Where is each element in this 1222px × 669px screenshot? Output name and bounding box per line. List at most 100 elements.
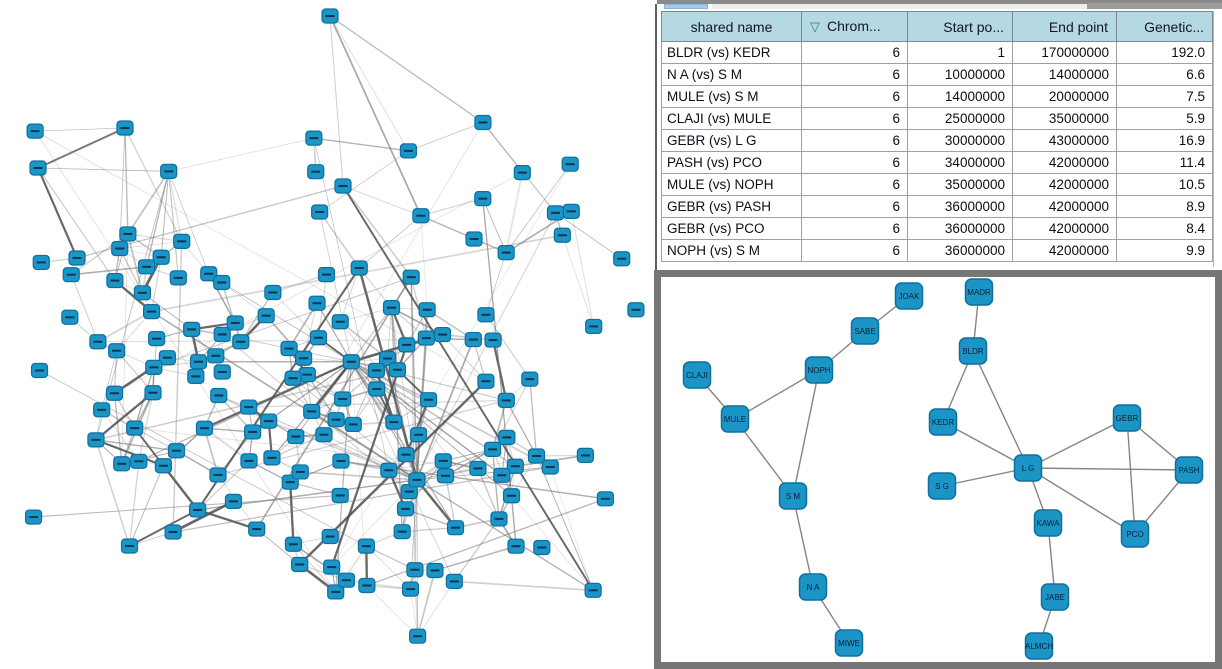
overview-node[interactable] [426, 562, 444, 579]
overview-edge[interactable] [335, 361, 353, 420]
overview-edge[interactable] [477, 468, 500, 520]
overview-node[interactable] [240, 399, 258, 415]
cell-value[interactable]: 10000000 [907, 63, 1013, 86]
table-row[interactable]: MULE (vs) NOPH 6 35000000 42000000 10.5 [661, 173, 1213, 196]
overview-node[interactable] [382, 300, 401, 316]
overview-node[interactable] [120, 538, 139, 554]
cell-value[interactable]: 14000000 [907, 85, 1013, 108]
cell-value[interactable]: 35000000 [907, 173, 1013, 196]
overview-edge[interactable] [168, 171, 183, 242]
overview-edge[interactable] [36, 167, 79, 259]
overview-node[interactable] [541, 459, 559, 475]
detail-edge-LG-GEBR[interactable] [1027, 417, 1128, 469]
scrollbar-fragment-blue[interactable] [664, 4, 708, 9]
cell-value[interactable]: 6 [801, 85, 908, 108]
overview-node[interactable] [148, 331, 166, 347]
overview-node[interactable] [380, 462, 398, 478]
detail-node-SABE[interactable]: SABE [850, 317, 880, 345]
overview-edge[interactable] [375, 370, 396, 423]
overview-node[interactable] [585, 318, 603, 335]
overview-node[interactable] [464, 331, 482, 348]
overview-edge[interactable] [300, 471, 417, 481]
overview-node[interactable] [291, 464, 309, 480]
overview-edge[interactable] [124, 127, 129, 234]
overview-node[interactable] [401, 581, 420, 597]
overview-node[interactable] [493, 467, 511, 483]
overview-node[interactable] [446, 520, 465, 536]
overview-node[interactable] [317, 266, 336, 283]
overview-node[interactable] [24, 509, 43, 525]
overview-node[interactable] [160, 163, 178, 179]
overview-edge[interactable] [329, 15, 484, 123]
overview-node[interactable] [332, 453, 350, 469]
detail-edge-LG-PCO[interactable] [1027, 467, 1136, 535]
overview-node[interactable] [418, 302, 436, 318]
table-row[interactable]: GEBR (vs) PASH 6 36000000 42000000 8.9 [661, 195, 1213, 218]
overview-edge[interactable] [153, 276, 412, 368]
cell-value[interactable]: 1 [907, 41, 1013, 64]
overview-node[interactable] [399, 143, 418, 159]
overview-node[interactable] [474, 114, 492, 131]
detail-node-SM[interactable]: S M [778, 482, 808, 510]
overview-edge[interactable] [127, 233, 182, 242]
overview-network-panel[interactable] [0, 0, 654, 669]
cell-value[interactable]: 36000000 [907, 195, 1013, 218]
overview-edge[interactable] [138, 392, 154, 462]
overview-node[interactable] [402, 269, 420, 285]
overview-node[interactable] [183, 321, 201, 338]
overview-node[interactable] [248, 521, 266, 537]
overview-edge[interactable] [350, 307, 392, 363]
overview-node[interactable] [232, 334, 250, 350]
table-row[interactable]: NOPH (vs) S M 6 36000000 42000000 9.9 [661, 239, 1213, 262]
table-row[interactable]: GEBR (vs) L G 6 30000000 43000000 16.9 [661, 129, 1213, 152]
overview-edge[interactable] [561, 235, 595, 327]
overview-node[interactable] [445, 573, 463, 590]
overview-node[interactable] [68, 250, 86, 266]
overview-node[interactable] [419, 392, 438, 408]
overview-node[interactable] [327, 584, 345, 600]
overview-edge[interactable] [416, 448, 493, 481]
column-header-3[interactable]: End point [1012, 11, 1117, 42]
cell-shared-name[interactable]: GEBR (vs) PASH [661, 195, 802, 218]
overview-node[interactable] [284, 536, 303, 552]
overview-edge[interactable] [134, 367, 155, 429]
overview-edge[interactable] [416, 339, 475, 481]
overview-node[interactable] [311, 204, 329, 220]
overview-node[interactable] [207, 348, 225, 364]
overview-edge[interactable] [113, 393, 123, 464]
overview-node[interactable] [344, 416, 362, 433]
overview-edge[interactable] [221, 282, 352, 363]
cell-value[interactable]: 42000000 [1012, 173, 1117, 196]
overview-edge[interactable] [319, 211, 360, 269]
overview-edge[interactable] [491, 449, 500, 520]
overview-edge[interactable] [151, 310, 418, 481]
overview-node[interactable] [469, 460, 487, 477]
horizontal-scrollbar-track[interactable] [712, 4, 1222, 9]
overview-node[interactable] [284, 370, 302, 386]
overview-edge[interactable] [168, 137, 314, 172]
cell-value[interactable]: 36000000 [907, 239, 1013, 262]
overview-node[interactable] [627, 302, 645, 318]
overview-node[interactable] [477, 307, 495, 323]
overview-node[interactable] [331, 314, 349, 330]
overview-node[interactable] [337, 572, 356, 588]
overview-edge[interactable] [316, 302, 352, 363]
overview-edge[interactable] [331, 164, 571, 568]
overview-edge[interactable] [410, 277, 418, 480]
overview-edge[interactable] [366, 585, 418, 637]
overview-node[interactable] [367, 362, 385, 379]
overview-node[interactable] [26, 123, 44, 139]
detail-node-NOPH[interactable]: NOPH [804, 356, 834, 384]
overview-edge[interactable] [124, 127, 183, 242]
overview-edge[interactable] [511, 495, 594, 591]
overview-node[interactable] [412, 208, 430, 224]
overview-edge[interactable] [485, 314, 531, 380]
overview-node[interactable] [126, 420, 144, 436]
overview-edge[interactable] [529, 379, 538, 457]
overview-edge[interactable] [39, 370, 367, 547]
overview-edge[interactable] [536, 455, 594, 591]
cell-value[interactable]: 36000000 [907, 217, 1013, 240]
overview-edge[interactable] [70, 233, 129, 276]
overview-node[interactable] [393, 524, 411, 540]
detail-edge-BLDR-LG[interactable] [972, 350, 1029, 469]
